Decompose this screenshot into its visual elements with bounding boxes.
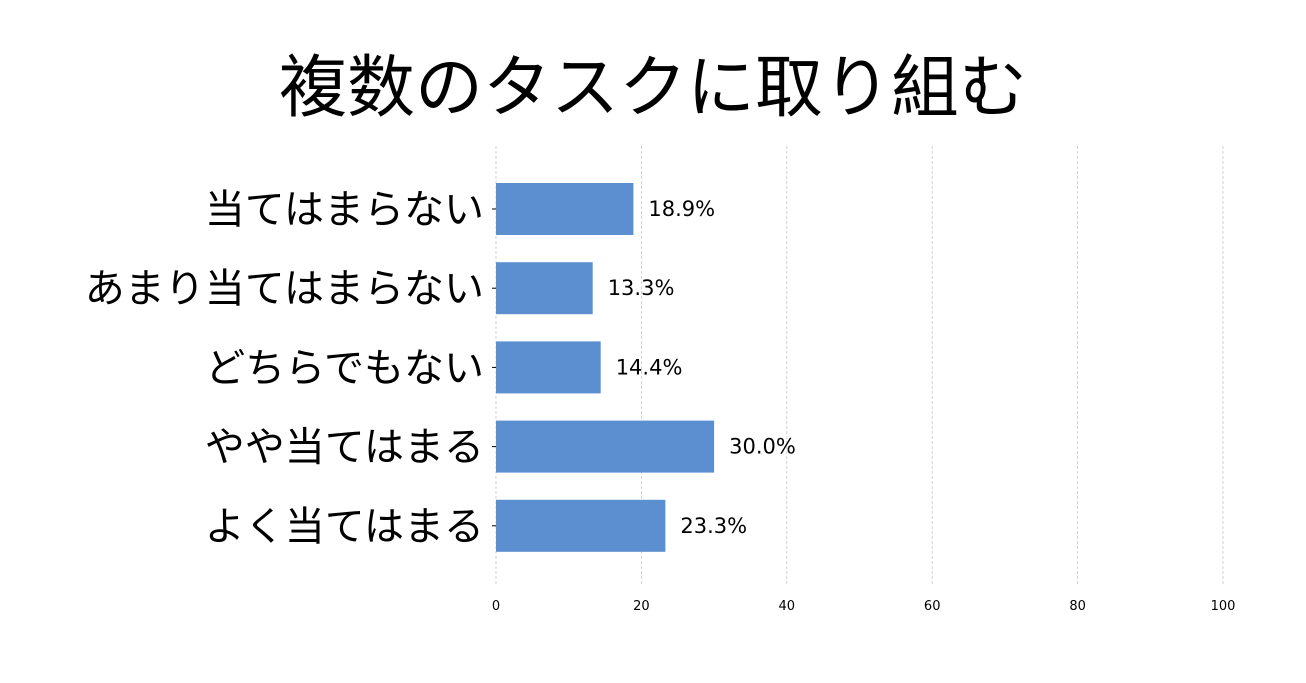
value-label: 13.3% <box>608 276 675 300</box>
x-tick-label: 60 <box>924 599 941 614</box>
value-label: 18.9% <box>648 197 715 221</box>
category-label: あまり当てはまらない <box>85 266 484 312</box>
bar <box>496 499 666 552</box>
category-label: どちらでもない <box>205 345 484 391</box>
chart-title: 複数のタスクに取り組む <box>278 49 1027 128</box>
category-label: 当てはまらない <box>205 187 484 233</box>
x-tick-label: 0 <box>492 599 500 614</box>
x-tick-label: 40 <box>779 599 796 614</box>
bar <box>496 262 593 315</box>
value-label: 30.0% <box>729 435 796 459</box>
bar <box>496 341 601 394</box>
x-tick-label: 20 <box>633 599 650 614</box>
x-tick-label: 80 <box>1069 599 1086 614</box>
bar <box>496 420 715 473</box>
x-tick-label: 100 <box>1211 599 1236 614</box>
value-label: 14.4% <box>616 355 683 379</box>
category-label: やや当てはまる <box>205 425 484 471</box>
value-label: 23.3% <box>680 514 747 538</box>
bar <box>496 183 634 235</box>
category-label: よく当てはまる <box>205 504 484 550</box>
